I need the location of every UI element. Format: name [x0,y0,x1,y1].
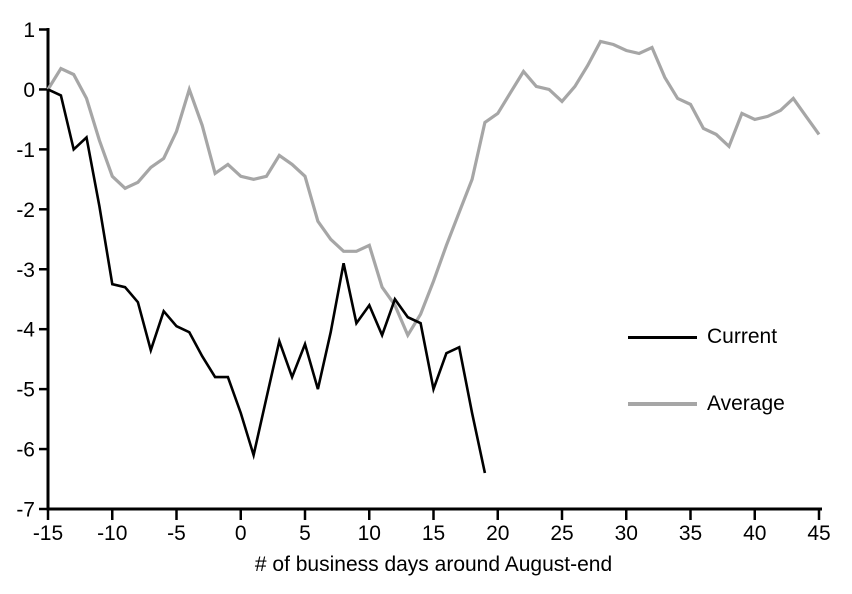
legend-entry-current: Current [628,325,777,349]
legend-label-average: Average [707,392,785,415]
y-tick-label: -4 [16,319,35,342]
x-tick-label: 35 [679,522,702,545]
y-tick-label: -5 [16,379,35,402]
legend-label-current: Current [707,325,778,348]
legend-entry-average: Average [628,392,785,416]
x-tick-label: 20 [486,522,509,545]
x-tick-label: 0 [235,522,247,545]
x-tick-label: 10 [358,522,381,545]
current-line-swatch [628,335,697,339]
x-tick-label: -15 [33,522,63,545]
y-tick-label: 0 [23,79,35,102]
x-tick-label: 25 [550,522,573,545]
y-tick-label: -6 [16,439,35,462]
x-tick-label: 40 [743,522,766,545]
x-tick-label: 30 [615,522,638,545]
x-tick-label: 45 [807,522,830,545]
average-line-swatch [628,402,697,406]
x-tick-label: -5 [167,522,186,545]
y-tick-label: 1 [23,19,35,42]
y-tick-label: -7 [16,499,35,522]
x-axis-title: # of business days around August-end [254,553,613,576]
y-tick-label: -2 [16,199,35,222]
y-tick-label: -1 [16,139,35,162]
x-tick-label: 5 [299,522,311,545]
series-line-average [46,39,821,339]
x-tick-label: 15 [422,522,445,545]
series-line-current [47,88,487,474]
y-tick-label: -3 [16,259,35,282]
x-tick-label: -10 [97,522,127,545]
